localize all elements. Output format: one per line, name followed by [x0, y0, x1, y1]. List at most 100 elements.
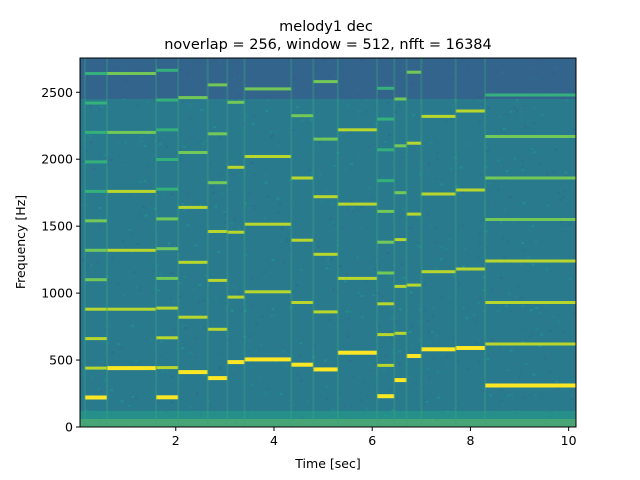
- texture-speck: [143, 145, 147, 147]
- texture-speck: [257, 376, 261, 379]
- texture-speck: [218, 367, 222, 370]
- texture-speck: [360, 308, 364, 311]
- harmonic-band: [377, 179, 395, 183]
- texture-speck: [96, 388, 100, 390]
- texture-speck: [397, 104, 401, 107]
- texture-speck: [433, 177, 437, 180]
- texture-speck: [89, 105, 93, 108]
- texture-speck: [98, 108, 102, 111]
- texture-speck: [181, 347, 185, 350]
- texture-speck: [128, 405, 131, 407]
- texture-speck: [518, 375, 521, 378]
- texture-speck: [343, 169, 347, 172]
- texture-speck: [480, 390, 484, 393]
- texture-speck: [499, 221, 503, 224]
- spectrogram-texture: [80, 58, 576, 427]
- texture-speck: [535, 307, 539, 310]
- texture-speck: [501, 402, 505, 405]
- harmonic-band: [337, 276, 378, 280]
- texture-speck: [258, 218, 262, 221]
- texture-speck: [388, 134, 391, 137]
- texture-speck: [343, 280, 347, 283]
- texture-speck: [548, 329, 552, 332]
- texture-speck: [519, 296, 523, 299]
- y-tick-label: 0: [65, 420, 73, 435]
- texture-speck: [292, 166, 296, 169]
- texture-speck: [375, 385, 378, 388]
- note-onset: [484, 58, 487, 427]
- texture-speck: [518, 369, 522, 372]
- texture-speck: [81, 203, 84, 206]
- texture-speck: [400, 156, 404, 159]
- texture-speck: [144, 214, 148, 217]
- texture-speck: [121, 273, 125, 276]
- texture-speck: [557, 320, 561, 323]
- texture-speck: [509, 349, 513, 352]
- texture-speck: [423, 309, 427, 312]
- texture-speck: [506, 240, 510, 243]
- texture-speck: [138, 181, 142, 184]
- texture-speck: [217, 351, 221, 354]
- harmonic-band: [377, 117, 395, 121]
- texture-speck: [319, 173, 323, 176]
- texture-speck: [200, 226, 204, 229]
- texture-speck: [274, 131, 278, 134]
- texture-speck: [434, 241, 438, 244]
- texture-speck: [428, 308, 432, 311]
- texture-speck: [281, 228, 285, 231]
- harmonic-band: [178, 151, 208, 154]
- texture-speck: [417, 320, 421, 323]
- texture-speck: [562, 330, 566, 333]
- texture-speck: [431, 315, 435, 318]
- texture-speck: [284, 240, 288, 243]
- texture-speck: [445, 355, 449, 358]
- texture-speck: [372, 369, 376, 372]
- texture-speck: [137, 289, 141, 292]
- texture-speck: [497, 159, 501, 162]
- texture-speck: [382, 368, 386, 371]
- texture-speck: [97, 224, 101, 227]
- texture-speck: [99, 390, 103, 393]
- texture-speck: [172, 328, 176, 331]
- texture-speck: [262, 302, 266, 305]
- harmonic-band: [84, 248, 107, 252]
- texture-speck: [496, 247, 500, 250]
- texture-speck: [179, 159, 183, 162]
- texture-speck: [300, 416, 304, 419]
- texture-speck: [90, 141, 94, 144]
- texture-speck: [401, 207, 405, 210]
- texture-speck: [116, 283, 120, 286]
- texture-speck: [172, 415, 176, 418]
- texture-speck: [336, 244, 340, 247]
- texture-speck: [133, 271, 137, 274]
- texture-speck: [348, 417, 352, 420]
- texture-speck: [390, 317, 394, 320]
- texture-speck: [485, 147, 489, 150]
- texture-speck: [80, 366, 84, 369]
- texture-speck: [259, 343, 263, 346]
- note-onset: [155, 58, 158, 427]
- texture-speck: [347, 104, 351, 107]
- harmonic-band: [244, 155, 292, 158]
- texture-speck: [159, 273, 163, 276]
- texture-speck: [487, 182, 491, 185]
- texture-speck: [546, 204, 549, 207]
- texture-speck: [567, 357, 571, 360]
- harmonic-band: [84, 307, 107, 311]
- harmonic-band: [394, 238, 407, 242]
- harmonic-band: [84, 160, 107, 164]
- texture-speck: [350, 200, 354, 203]
- texture-speck: [99, 216, 103, 219]
- texture-speck: [501, 114, 505, 117]
- texture-speck: [418, 339, 422, 342]
- texture-speck: [477, 360, 481, 363]
- texture-speck: [251, 207, 255, 210]
- texture-speck: [359, 206, 363, 208]
- texture-speck: [86, 204, 90, 207]
- texture-speck: [299, 379, 303, 382]
- harmonic-band: [337, 128, 378, 132]
- texture-speck: [96, 283, 100, 286]
- texture-speck: [165, 145, 169, 148]
- texture-speck: [458, 283, 462, 286]
- texture-speck: [276, 197, 280, 200]
